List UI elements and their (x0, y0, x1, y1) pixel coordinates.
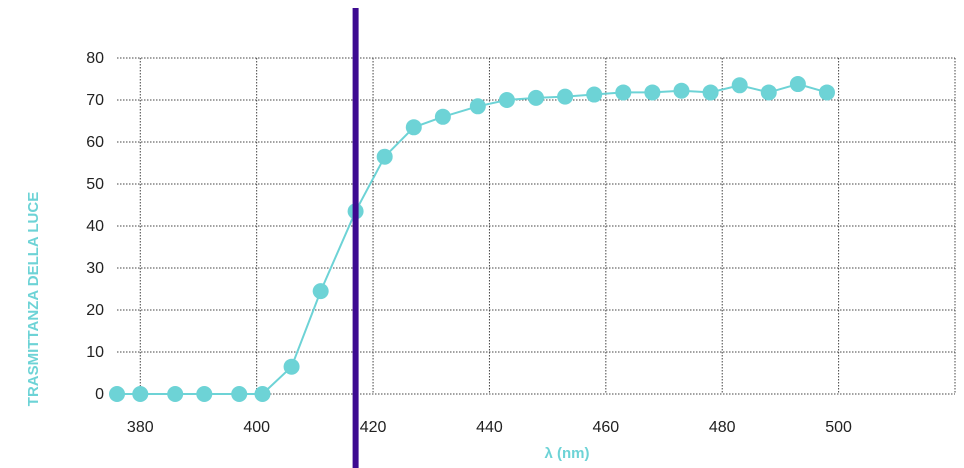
data-point (528, 89, 544, 106)
x-tick-label: 500 (825, 419, 852, 436)
x-tick-label: 440 (476, 419, 503, 436)
data-point (586, 86, 603, 103)
data-point (469, 98, 486, 115)
x-tick-label: 380 (127, 419, 154, 436)
data-point (254, 386, 271, 402)
data-point (818, 84, 835, 101)
data-point (376, 148, 393, 165)
data-point (132, 386, 149, 402)
y-tick-label: 20 (86, 302, 104, 319)
x-tick-label: 460 (592, 419, 619, 436)
x-tick-labels: 380 400 420 440 460 480 500 (127, 419, 852, 436)
data-point (498, 92, 515, 108)
data-point (405, 119, 422, 136)
data-point (557, 88, 574, 105)
data-point (167, 386, 184, 402)
data-point (283, 358, 300, 375)
marker-line-layer (352, 8, 359, 468)
data-point (109, 386, 125, 402)
data-point (702, 84, 719, 101)
y-tick-label: 50 (86, 176, 104, 193)
x-axis-title: λ (nm) (545, 445, 590, 462)
data-point (731, 77, 748, 94)
y-tick-label: 60 (86, 134, 104, 151)
data-points (109, 76, 835, 402)
x-tick-label: 400 (243, 419, 270, 436)
data-point (196, 386, 213, 402)
data-point (434, 108, 451, 125)
y-tick-label: 10 (86, 344, 104, 361)
y-tick-label: 30 (86, 260, 104, 277)
y-tick-label: 0 (95, 386, 104, 403)
y-tick-label: 40 (86, 218, 104, 235)
marker-line (352, 8, 359, 468)
y-tick-labels: 0 10 20 30 40 50 60 70 80 (86, 50, 104, 403)
data-point (644, 84, 661, 101)
series-line (117, 82, 828, 395)
grid-lines (117, 57, 956, 395)
x-tick-label: 480 (709, 419, 736, 436)
x-tick-label: 420 (360, 419, 387, 436)
y-axis-title: TRASMITTANZA DELLA LUCE (25, 192, 42, 406)
data-point (231, 386, 248, 402)
y-tick-label: 80 (86, 50, 104, 67)
y-tick-label: 70 (86, 92, 104, 109)
data-point (312, 283, 329, 300)
data-point (615, 84, 632, 101)
series-polyline (117, 82, 828, 395)
data-point (760, 84, 777, 101)
data-point (673, 82, 690, 99)
data-point (789, 76, 806, 93)
